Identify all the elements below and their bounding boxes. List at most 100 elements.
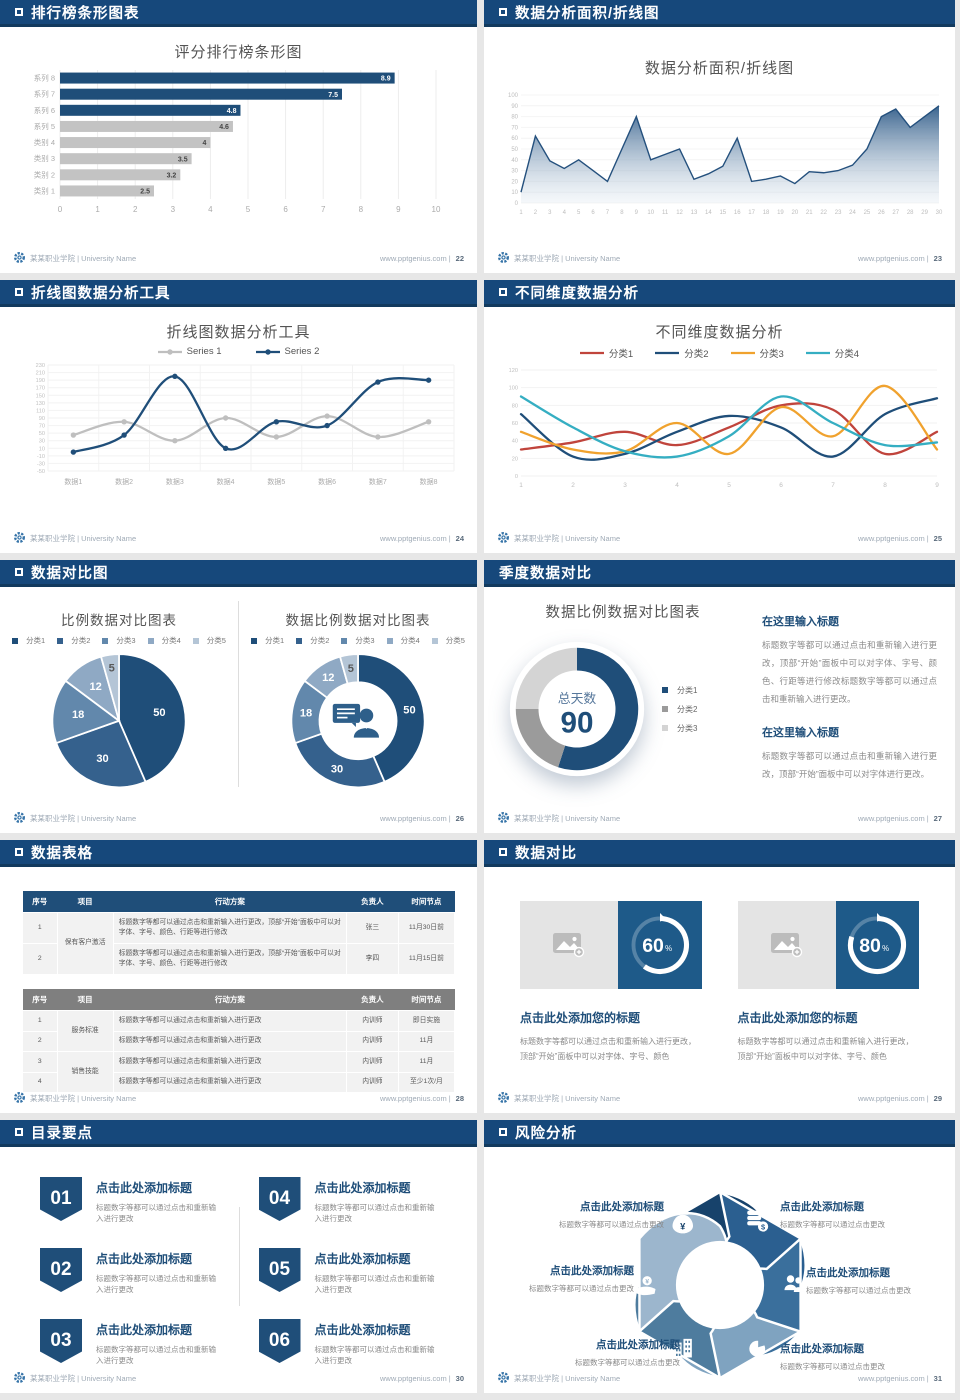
slide-footer: 某某职业学院 | University Name www.pptgenius.c…	[13, 251, 464, 266]
toc-item-body: 标题数字等都可以通过点击和重新输入进行更改	[96, 1203, 216, 1223]
svg-text:10: 10	[431, 205, 440, 214]
page-number: 29	[933, 1094, 942, 1103]
svg-text:8.9: 8.9	[380, 76, 390, 83]
number-badge: 03	[40, 1319, 82, 1363]
svg-text:30: 30	[935, 210, 942, 216]
chart-legend: 分类1 分类2 分类3	[662, 685, 697, 734]
svg-text:数据4: 数据4	[216, 477, 234, 486]
svg-text:80: 80	[511, 403, 517, 409]
square-bullet-icon	[499, 288, 507, 296]
slide-header-title: 数据对比	[515, 845, 577, 862]
svg-text:2: 2	[571, 482, 575, 489]
svg-text:12: 12	[89, 681, 101, 693]
toc-item[interactable]: 01 点击此处添加标题 标题数字等都可以通过点击和重新输入进行更改	[40, 1177, 219, 1224]
svg-text:120: 120	[508, 368, 517, 374]
svg-text:数据3: 数据3	[165, 477, 183, 486]
image-placeholder-icon	[770, 933, 802, 958]
slide-footer: 某某职业学院 | University Name www.pptgenius.c…	[497, 1371, 942, 1386]
svg-text:12: 12	[322, 672, 334, 684]
slide-ranking-bar[interactable]: 排行榜条形图表 评分排行榜条形图 0 1 2 3 4 5 6 7 8 9 10 系列 8 8.9 系列 7…	[0, 0, 477, 273]
svg-text:30: 30	[331, 763, 343, 775]
slide-area-chart[interactable]: 数据分析面积/折线图 数据分析面积/折线图 0 10 20 30 40 50 60 70 80 9…	[484, 0, 955, 273]
svg-text:0: 0	[57, 205, 62, 214]
svg-text:5: 5	[109, 662, 115, 674]
text-block-body: 标题数字等都可以通过点击和重新输入进行更改，顶部“开始”面板中可以对字体进行更改…	[762, 751, 937, 780]
slide-footer: 某某职业学院 | University Name www.pptgenius.c…	[497, 811, 942, 826]
svg-text:系列 6: 系列 6	[33, 105, 54, 115]
footer-site: www.pptgenius.com | 23	[858, 254, 942, 263]
slide-tool-line-chart[interactable]: 折线图数据分析工具 折线图数据分析工具 Series 1 Series 2 -50…	[0, 280, 477, 553]
slide-footer: 某某职业学院 | University Name www.pptgenius.c…	[497, 1091, 942, 1106]
slide-header-title: 目录要点	[31, 1125, 93, 1142]
progress-ring: 80%	[848, 913, 907, 975]
slide-header-title: 季度数据对比	[499, 565, 592, 582]
svg-text:系列 8: 系列 8	[33, 73, 54, 83]
slide-pie-comparison[interactable]: 数据对比图 比例数据对比图表 分类1 分类2 分类3 分类4 分类5 50 30 18 12 5…	[0, 560, 477, 833]
risk-label: 点击此处添加标题 标题数字等都可以通过点击更改	[559, 1201, 664, 1229]
svg-text:20: 20	[511, 456, 517, 462]
page-number: 26	[455, 814, 464, 823]
slide-header-bar: 目录要点	[0, 1120, 477, 1147]
progress-card: 60% 点击此处添加您的标题 标题数字等都可以通过点击和重新输入进行更改，顶部“…	[520, 901, 702, 1064]
svg-text:9: 9	[634, 210, 638, 216]
svg-text:系列 5: 系列 5	[33, 121, 54, 131]
slide-risk-analysis[interactable]: 风险分析 ¥ $ ¥ 点击此处添加标题 标题数字等都可以通过点击更改 点击此处添加标题…	[484, 1120, 955, 1393]
svg-text:7: 7	[831, 482, 835, 489]
number-badge: 01	[40, 1177, 82, 1221]
toc-item[interactable]: 03 点击此处添加标题 标题数字等都可以通过点击和重新输入进行更改	[40, 1319, 219, 1366]
chart-title: 评分排行榜条形图	[174, 44, 303, 61]
svg-text:16: 16	[733, 210, 740, 216]
toc-item-body: 标题数字等都可以通过点击和重新输入进行更改	[96, 1345, 216, 1365]
toc-item-title: 点击此处添加标题	[314, 1181, 411, 1195]
slide-header-title: 数据对比图	[31, 565, 109, 582]
slide-header-bar: 不同维度数据分析	[484, 280, 955, 307]
svg-text:数据8: 数据8	[419, 477, 437, 486]
slide-header-title: 排行榜条形图表	[31, 5, 140, 22]
svg-text:数据5: 数据5	[267, 477, 285, 486]
toc-item[interactable]: 02 点击此处添加标题 标题数字等都可以通过点击和重新输入进行更改	[40, 1248, 219, 1295]
slide-footer: 某某职业学院 | University Name www.pptgenius.c…	[13, 531, 464, 546]
slide-header-bar: 数据对比图	[0, 560, 477, 587]
svg-text:3: 3	[170, 205, 175, 214]
donut-chart: 50 30 18 12 5	[290, 653, 426, 789]
gear-logo-icon	[13, 1091, 26, 1106]
toc-item-body: 标题数字等都可以通过点击和重新输入进行更改	[314, 1345, 435, 1365]
page-number: 28	[455, 1094, 464, 1103]
svg-text:40: 40	[511, 439, 517, 445]
table-row: 1 保有客户激活 标题数字等都可以通过点击和重新输入进行更改，顶部“开始”面板中…	[22, 911, 456, 976]
svg-text:6: 6	[283, 205, 288, 214]
svg-text:26: 26	[878, 210, 885, 216]
svg-text:2: 2	[132, 205, 137, 214]
svg-text:¥: ¥	[645, 1279, 649, 1286]
toc-item[interactable]: 04 点击此处添加标题 标题数字等都可以通过点击和重新输入进行更改	[258, 1177, 438, 1224]
slide-progress-comparison[interactable]: 数据对比 60% 点击此处添加您的标题 标题数字等都可以通过点击和重新输入进行更…	[484, 840, 955, 1113]
footer-site: www.pptgenius.com | 26	[380, 814, 464, 823]
chart-legend: 分类1 分类2 分类3 分类4	[579, 349, 860, 360]
chart-title: 数据比例数据对比图表	[285, 613, 431, 628]
table-row: 1 服务标准 标题数字等都可以通过点击和重新输入进行更改 内训师 即日实施	[22, 1010, 456, 1053]
svg-text:80: 80	[511, 115, 518, 121]
progress-card: 80% 点击此处添加您的标题 标题数字等都可以通过点击和重新输入进行更改，顶部“…	[737, 901, 919, 1064]
progress-ring: 60%	[631, 913, 689, 975]
toc-item-title: 点击此处添加标题	[314, 1323, 411, 1337]
toc-item[interactable]: 06 点击此处添加标题 标题数字等都可以通过点击和重新输入进行更改	[258, 1319, 438, 1366]
svg-text:17: 17	[748, 210, 755, 216]
slide-dimension-line-chart[interactable]: 不同维度数据分析 不同维度数据分析 分类1 分类2 分类3 分类4 0 20 40 60 80…	[484, 280, 955, 553]
table-row: 2 标题数字等都可以通过点击和重新输入进行更改，顶部“开始”面板中可以对字体、字…	[22, 943, 456, 976]
svg-text:50: 50	[38, 431, 44, 437]
chart-legend: 分类1 分类2 分类3 分类4 分类5	[239, 635, 477, 646]
toc-item-title: 点击此处添加标题	[96, 1323, 193, 1337]
svg-text:30: 30	[96, 753, 108, 765]
svg-text:总天数: 总天数	[558, 691, 597, 706]
slide-toc-points[interactable]: 目录要点 01 点击此处添加标题 标题数字等都可以通过点击和重新输入进行更改 0…	[0, 1120, 477, 1393]
svg-text:%: %	[665, 944, 672, 953]
svg-text:7.5: 7.5	[328, 92, 338, 99]
svg-text:210: 210	[35, 371, 44, 377]
svg-text:18: 18	[300, 707, 312, 719]
footer-site: www.pptgenius.com | 31	[858, 1374, 942, 1383]
slide-data-table[interactable]: 数据表格 序号 项目 行动方案 负责人 时间节点 1 保有客户激活 标题数字等都…	[0, 840, 477, 1113]
toc-item[interactable]: 05 点击此处添加标题 标题数字等都可以通过点击和重新输入进行更改	[258, 1248, 438, 1295]
card-body: 标题数字等都可以通过点击和重新输入进行更改，顶部“开始”面板中可以对字体、字号、…	[737, 1037, 914, 1062]
svg-text:5: 5	[245, 205, 250, 214]
slide-quarter-comparison[interactable]: 季度数据对比 数据比例数据对比图表 总天数 90 分类1 分类2 分类3 在这里输入标…	[484, 560, 955, 833]
